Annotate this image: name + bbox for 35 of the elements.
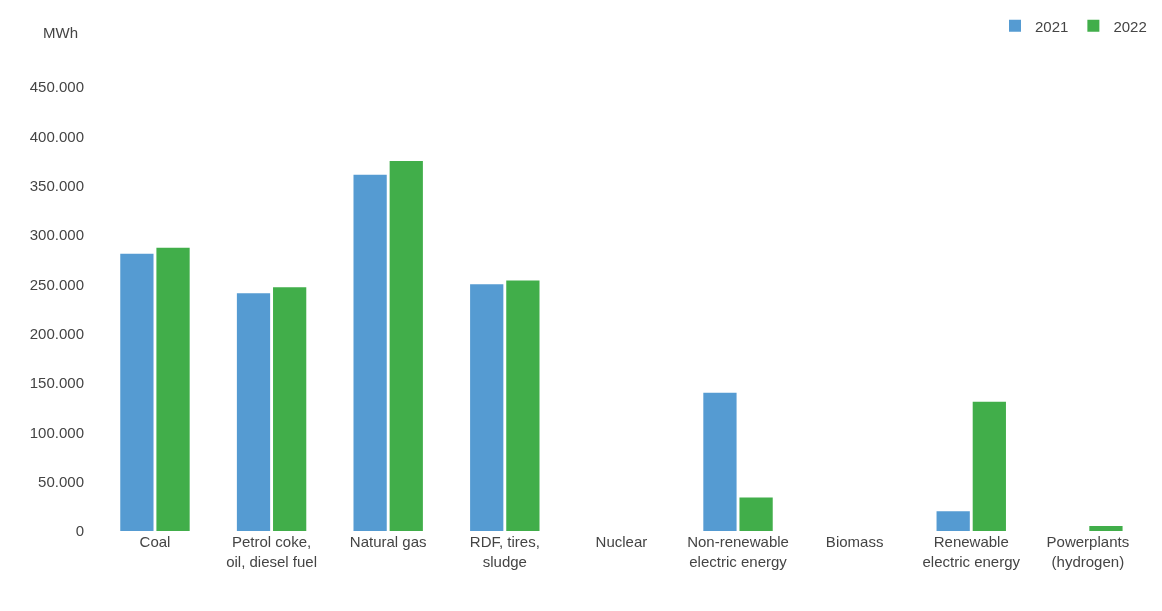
y-tick-label: 50.000 — [38, 472, 84, 490]
y-tick-label: 200.000 — [29, 324, 84, 342]
x-tick-label: Powerplants (hydrogen) — [1046, 533, 1130, 570]
bar — [936, 511, 970, 531]
y-tick-label: 100.000 — [29, 423, 84, 441]
bar — [972, 401, 1006, 531]
bar — [470, 284, 504, 531]
legend-label: 2021 — [1035, 17, 1069, 35]
x-tick-label: Renewable electric energy — [922, 533, 1021, 570]
bar — [739, 497, 773, 531]
x-tick-label: Biomass — [825, 533, 884, 550]
y-tick-label: 300.000 — [29, 226, 84, 244]
x-tick-label: Natural gas — [349, 533, 427, 550]
bar — [273, 287, 307, 531]
y-tick-label: 450.000 — [29, 78, 84, 96]
x-tick-label: Coal — [139, 533, 171, 550]
legend-label: 2022 — [1113, 17, 1147, 35]
y-tick-label: 250.000 — [29, 275, 84, 293]
y-tick-label: 0 — [75, 522, 84, 540]
x-tick-label: RDF, tires, sludge — [469, 533, 540, 570]
x-tick-label: Nuclear — [595, 533, 648, 550]
y-tick-label: 350.000 — [29, 176, 84, 194]
x-tick-label: Non-renewable electric energy — [687, 533, 789, 570]
bar — [353, 174, 387, 531]
y-tick-label: 400.000 — [29, 127, 84, 145]
y-axis-title: MWh — [43, 24, 78, 41]
bar — [120, 253, 154, 531]
y-tick-label: 150.000 — [29, 374, 84, 392]
bar — [156, 247, 190, 531]
bar — [1089, 526, 1123, 531]
bar — [703, 392, 737, 531]
bar — [506, 280, 540, 531]
bar — [389, 161, 423, 531]
x-tick-label: Petrol coke, oil, diesel fuel — [226, 533, 318, 570]
bar — [236, 293, 271, 531]
